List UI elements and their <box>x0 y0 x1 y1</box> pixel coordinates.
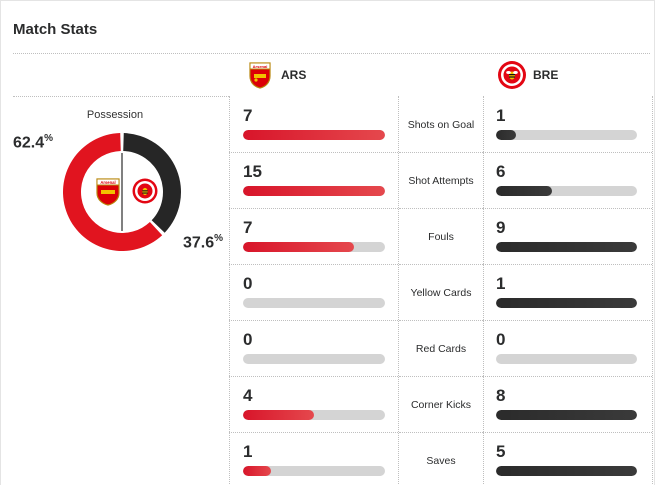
row-divider <box>399 152 483 153</box>
row-divider <box>229 264 398 265</box>
row-divider <box>229 376 398 377</box>
home-stat-bar <box>243 410 385 420</box>
divider <box>398 96 399 485</box>
home-stat-bar <box>243 130 385 140</box>
stat-label: Yellow Cards <box>410 287 472 299</box>
home-stat-value: 0 <box>243 330 253 349</box>
away-stat-bar <box>496 466 637 476</box>
home-stat-bar <box>243 186 385 196</box>
stat-label: Fouls <box>428 231 454 243</box>
stat-label: Saves <box>426 455 456 467</box>
away-stat-bar <box>496 410 637 420</box>
home-stat-bar-fill <box>243 466 272 476</box>
row-divider <box>483 376 652 377</box>
away-possession-arc <box>123 133 181 233</box>
stat-label: Corner Kicks <box>410 399 472 411</box>
possession-donut-chart: Arsenal <box>62 133 181 251</box>
svg-text:Arsenal: Arsenal <box>253 64 268 69</box>
divider <box>229 96 230 485</box>
row-divider <box>399 432 483 433</box>
row-divider <box>399 376 483 377</box>
row-divider <box>483 432 652 433</box>
away-stat-bar <box>496 186 637 196</box>
home-stat-value: 4 <box>243 386 253 405</box>
home-team-header: Arsenal ARS <box>245 60 306 90</box>
away-team-abbr: BRE <box>533 68 559 82</box>
brentford-crest-icon <box>498 61 526 89</box>
away-stat-value: 8 <box>496 386 506 405</box>
away-stat-bar-fill <box>496 186 553 196</box>
away-stat-value: 1 <box>496 274 506 293</box>
row-divider <box>483 264 652 265</box>
away-stat-value: 0 <box>496 330 506 349</box>
away-stat-bar-fill <box>496 298 637 308</box>
stat-label: Shots on Goal <box>407 119 475 131</box>
home-stat-bar <box>243 354 385 364</box>
row-divider <box>229 208 398 209</box>
home-stat-value: 0 <box>243 274 253 293</box>
away-team-header: BRE <box>497 60 558 90</box>
divider <box>13 96 229 97</box>
row-divider <box>229 320 398 321</box>
home-stat-bar <box>243 466 385 476</box>
stat-label: Red Cards <box>415 343 467 355</box>
away-stat-bar-fill <box>496 130 516 140</box>
home-possession-arc <box>62 133 163 251</box>
row-divider <box>483 320 652 321</box>
away-stat-bar-fill <box>496 466 637 476</box>
home-stat-value: 1 <box>243 442 253 461</box>
home-stat-bar <box>243 298 385 308</box>
home-team-abbr: ARS <box>281 68 307 82</box>
row-divider <box>483 208 652 209</box>
brentford-crest-icon <box>132 178 158 204</box>
away-stat-value: 1 <box>496 106 506 125</box>
home-stat-bar-fill <box>243 242 354 252</box>
row-divider <box>399 208 483 209</box>
home-stat-bar <box>243 242 385 252</box>
home-stat-bar-fill <box>243 130 385 140</box>
away-stat-bar-fill <box>496 410 637 420</box>
away-stat-value: 5 <box>496 442 506 461</box>
away-stat-bar <box>496 242 637 252</box>
row-divider <box>399 264 483 265</box>
away-stat-bar <box>496 354 637 364</box>
away-stat-bar <box>496 298 637 308</box>
row-divider <box>399 320 483 321</box>
away-possession-value: 37.6% <box>183 233 224 252</box>
home-possession-value: 62.4% <box>13 133 54 152</box>
away-stat-bar <box>496 130 637 140</box>
row-divider <box>483 152 652 153</box>
row-divider <box>229 152 398 153</box>
home-stat-value: 7 <box>243 106 253 125</box>
svg-text:Arsenal: Arsenal <box>100 180 115 185</box>
home-stat-value: 7 <box>243 218 253 237</box>
home-stat-bar-fill <box>243 186 385 196</box>
arsenal-crest-icon: Arsenal <box>96 178 120 206</box>
home-stat-bar-fill <box>243 410 314 420</box>
arsenal-crest-icon: Arsenal <box>249 62 271 89</box>
divider <box>652 96 653 485</box>
card-title: Match Stats <box>13 21 98 38</box>
stat-label: Shot Attempts <box>408 175 474 187</box>
away-stat-value: 9 <box>496 218 506 237</box>
home-stat-value: 15 <box>243 162 262 181</box>
row-divider <box>229 432 398 433</box>
divider <box>483 96 484 485</box>
possession-label: Possession <box>86 109 144 121</box>
away-stat-value: 6 <box>496 162 506 181</box>
away-stat-bar-fill <box>496 242 637 252</box>
title-divider <box>13 53 650 54</box>
